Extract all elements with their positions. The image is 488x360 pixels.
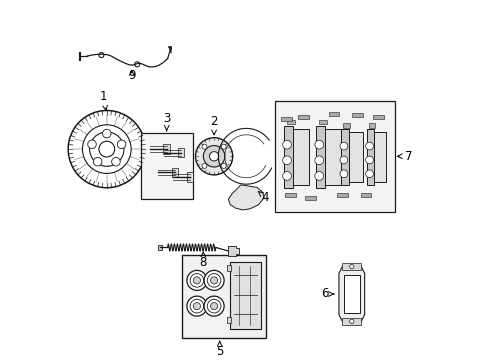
Bar <box>342 264 360 270</box>
Circle shape <box>349 265 353 269</box>
Bar <box>351 113 362 117</box>
Bar <box>177 148 183 157</box>
Bar <box>343 123 349 128</box>
Text: 4: 4 <box>258 191 268 204</box>
Bar <box>274 101 394 212</box>
Circle shape <box>282 172 291 180</box>
Circle shape <box>314 140 323 149</box>
Circle shape <box>111 157 120 166</box>
Circle shape <box>202 163 206 168</box>
Circle shape <box>87 140 96 149</box>
Circle shape <box>282 156 291 165</box>
Circle shape <box>102 129 111 138</box>
Polygon shape <box>228 246 239 256</box>
Bar <box>141 133 192 199</box>
Text: 6: 6 <box>320 288 333 301</box>
Text: 2: 2 <box>210 115 217 135</box>
Text: 9: 9 <box>128 69 135 82</box>
Bar <box>230 262 260 329</box>
Bar <box>163 144 169 154</box>
Circle shape <box>282 140 291 149</box>
Circle shape <box>202 144 206 149</box>
Bar <box>328 112 339 116</box>
Circle shape <box>349 319 353 324</box>
Circle shape <box>314 156 323 165</box>
Bar <box>366 130 373 185</box>
Bar <box>372 115 383 119</box>
Circle shape <box>203 270 224 291</box>
Polygon shape <box>338 266 364 322</box>
Bar <box>158 244 162 250</box>
Bar <box>343 275 359 313</box>
Bar <box>337 193 347 197</box>
Bar <box>286 120 294 124</box>
Bar <box>186 172 193 182</box>
Bar <box>368 123 374 128</box>
Circle shape <box>365 142 373 150</box>
Bar <box>360 193 371 197</box>
Bar <box>342 318 360 325</box>
Circle shape <box>365 156 373 164</box>
Bar <box>305 196 315 200</box>
Circle shape <box>339 170 347 178</box>
Circle shape <box>193 277 200 284</box>
Bar <box>325 129 341 185</box>
Bar <box>182 255 265 338</box>
Bar <box>373 132 385 182</box>
Text: 1: 1 <box>99 90 107 110</box>
Bar <box>318 120 326 124</box>
Bar <box>348 132 363 182</box>
Circle shape <box>210 302 217 310</box>
Circle shape <box>117 140 125 149</box>
Circle shape <box>339 142 347 150</box>
Circle shape <box>99 141 115 157</box>
Bar <box>293 129 309 185</box>
Bar <box>315 126 325 189</box>
Circle shape <box>221 163 226 168</box>
Circle shape <box>186 270 206 291</box>
Polygon shape <box>228 185 264 210</box>
Circle shape <box>203 145 224 167</box>
Bar <box>298 115 308 119</box>
Bar <box>171 168 178 177</box>
Bar <box>340 130 348 185</box>
Text: 7: 7 <box>397 150 411 163</box>
Circle shape <box>195 138 232 175</box>
Bar <box>281 117 291 121</box>
Circle shape <box>203 296 224 316</box>
Circle shape <box>93 157 102 166</box>
Text: 8: 8 <box>199 252 206 269</box>
Circle shape <box>314 172 323 180</box>
Circle shape <box>221 144 226 149</box>
Circle shape <box>193 302 200 310</box>
Circle shape <box>186 296 206 316</box>
Bar <box>285 193 295 197</box>
Bar <box>283 126 293 189</box>
Bar <box>226 265 230 271</box>
Bar <box>226 317 230 323</box>
Circle shape <box>210 277 217 284</box>
Text: 5: 5 <box>216 341 223 358</box>
Circle shape <box>339 156 347 164</box>
Circle shape <box>365 170 373 178</box>
Text: 3: 3 <box>163 112 170 131</box>
Circle shape <box>209 152 218 161</box>
